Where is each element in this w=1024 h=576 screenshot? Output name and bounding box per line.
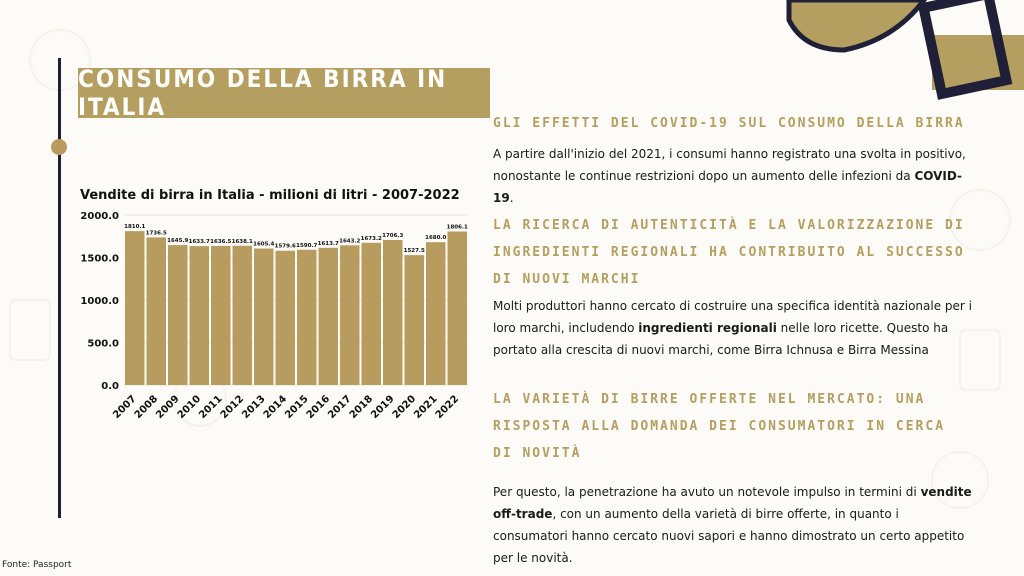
bar <box>254 249 274 385</box>
section-heading: GLI EFFETTI DEL COVID-19 SUL CONSUMO DEL… <box>493 110 973 137</box>
bar <box>190 246 210 385</box>
bar <box>233 246 253 385</box>
y-tick-label: 1000.0 <box>80 296 119 307</box>
bar <box>405 255 425 385</box>
timeline-dot <box>51 139 67 155</box>
data-label: 1806.1 <box>447 224 468 230</box>
data-label: 1810.1 <box>124 224 145 230</box>
bar <box>147 237 167 385</box>
bar-chart: 0.0500.01000.01500.02000.01810.120071736… <box>78 205 478 420</box>
section-authenticity: LA RICERCA DI AUTENTICITÀ E LA VALORIZZA… <box>493 212 973 361</box>
timeline-line <box>58 58 61 518</box>
data-label: 1590.7 <box>296 243 317 249</box>
data-label: 1643.2 <box>339 238 360 244</box>
y-tick-label: 1500.0 <box>80 254 119 265</box>
chart-title: Vendite di birra in Italia - milioni di … <box>80 188 460 203</box>
bar <box>319 248 339 385</box>
bar <box>211 246 231 385</box>
body-text-bold: ingredienti regionali <box>638 321 777 335</box>
section-heading: LA RICERCA DI AUTENTICITÀ E LA VALORIZZA… <box>493 212 973 293</box>
data-label: 1613.7 <box>318 241 339 247</box>
bar <box>276 251 296 385</box>
bar <box>297 250 317 385</box>
data-label: 1527.5 <box>404 248 425 254</box>
data-label: 1645.9 <box>167 238 188 244</box>
data-label: 1706.3 <box>382 233 403 239</box>
body-text: , con un aumento della varietà di birre … <box>493 507 964 565</box>
data-label: 1638.1 <box>232 239 253 245</box>
bar <box>340 245 360 385</box>
data-label: 1633.7 <box>189 239 210 245</box>
data-label: 1680.0 <box>425 235 446 241</box>
body-text: Per questo, la penetrazione ha avuto un … <box>493 485 921 499</box>
body-text: A partire dall'inizio del 2021, i consum… <box>493 147 966 183</box>
data-label: 1673.2 <box>361 236 382 242</box>
section-variety: LA VARIETÀ DI BIRRE OFFERTE NEL MERCATO:… <box>493 386 973 569</box>
page-title-box: CONSUMO DELLA BIRRA IN ITALIA <box>78 68 490 118</box>
y-tick-label: 2000.0 <box>80 211 119 222</box>
bar <box>383 240 403 385</box>
y-tick-label: 500.0 <box>87 339 119 350</box>
bar <box>448 231 468 385</box>
data-label: 1736.5 <box>146 230 167 236</box>
bar <box>362 243 382 385</box>
source-note: Fonte: Passport <box>2 560 71 570</box>
section-body: Per questo, la penetrazione ha avuto un … <box>493 481 973 569</box>
section-body: Molti produttori hanno cercato di costru… <box>493 295 973 361</box>
section-heading: LA VARIETÀ DI BIRRE OFFERTE NEL MERCATO:… <box>493 386 973 467</box>
bar <box>168 245 188 385</box>
section-covid: GLI EFFETTI DEL COVID-19 SUL CONSUMO DEL… <box>493 110 973 209</box>
decorative-shapes <box>594 0 1024 110</box>
data-label: 1636.5 <box>210 239 231 245</box>
page-title: CONSUMO DELLA BIRRA IN ITALIA <box>78 65 490 121</box>
data-label: 1579.6 <box>275 244 296 250</box>
data-label: 1605.4 <box>253 242 274 248</box>
bar <box>125 231 145 385</box>
x-tick-label: 2022 <box>434 394 461 420</box>
y-tick-label: 0.0 <box>101 381 119 392</box>
section-body: A partire dall'inizio del 2021, i consum… <box>493 143 973 209</box>
body-text: . <box>510 191 514 205</box>
bar <box>426 242 446 385</box>
